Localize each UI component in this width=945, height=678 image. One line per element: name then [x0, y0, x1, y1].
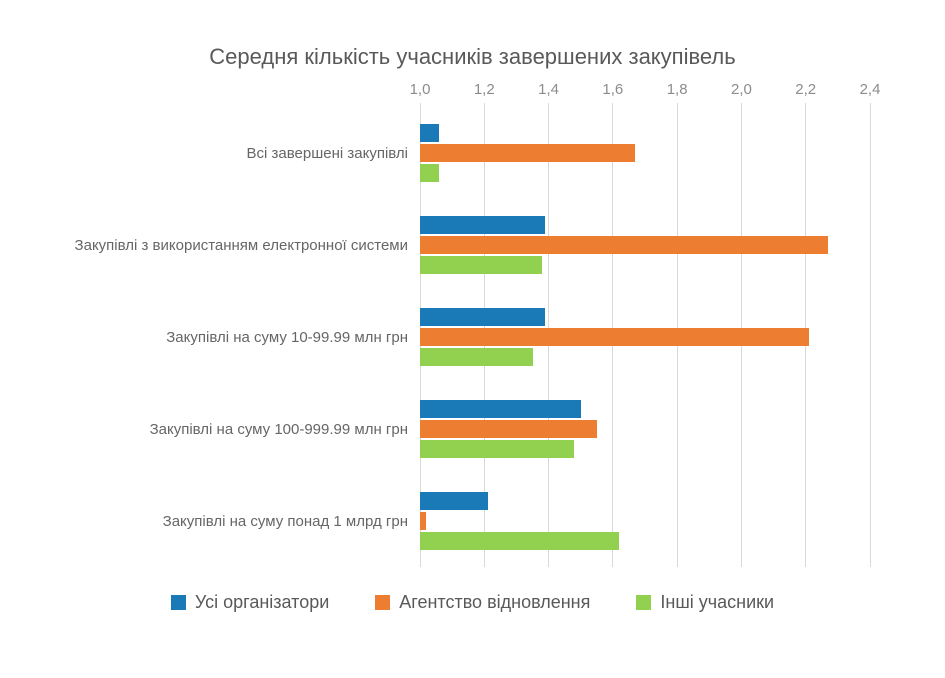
- category-label: Закупівлі на суму понад 1 млрд грн: [162, 512, 408, 530]
- x-axis-tick-label: 2,4: [859, 81, 881, 98]
- legend-item-all-organizers: Усі організатори: [170, 592, 330, 613]
- legend-label: Інші учасники: [660, 592, 775, 612]
- category-label: Закупівлі на суму 100-999.99 млн грн: [149, 420, 408, 438]
- bar-series-2-category-3: [420, 440, 575, 458]
- bar-series-1-category-2: [420, 328, 809, 346]
- legend: Усі організатори Агентство відновлення І…: [0, 592, 945, 613]
- legend-item-recovery-agency: Агентство відновлення: [375, 592, 590, 613]
- x-axis-tick-label: 2,2: [795, 81, 817, 98]
- bar-series-1-category-0: [420, 144, 636, 162]
- category-label: Всі завершені закупівлі: [246, 144, 408, 162]
- legend-swatch-blue: [170, 595, 186, 610]
- bar-series-2-category-2: [420, 348, 533, 366]
- bar-series-0-category-2: [420, 308, 546, 326]
- legend-swatch-orange: [375, 595, 391, 610]
- bar-series-2-category-1: [420, 256, 543, 274]
- legend-label: Агентство відновлення: [399, 592, 591, 612]
- bar-series-0-category-4: [420, 492, 488, 510]
- category-label: Закупівлі на суму 10-99.99 млн грн: [166, 328, 408, 346]
- legend-label: Усі організатори: [194, 592, 330, 612]
- x-axis-tick-label: 2,0: [730, 81, 752, 98]
- bar-series-1-category-3: [420, 420, 597, 438]
- bar-series-1-category-4: [420, 512, 427, 530]
- legend-item-other-participants: Інші учасники: [636, 592, 774, 613]
- x-axis-tick-label: 1,4: [538, 81, 559, 98]
- bar-series-0-category-3: [420, 400, 581, 418]
- x-axis-tick-label: 1,8: [666, 81, 688, 98]
- x-axis-tick-label: 1,0: [409, 81, 431, 98]
- chart-title: Середня кількість учасників завершених з…: [209, 44, 736, 69]
- legend-swatch-green: [636, 595, 652, 610]
- x-axis-tick-label: 1,2: [473, 81, 495, 98]
- bar-series-2-category-4: [420, 532, 620, 550]
- category-label: Закупівлі з використанням електронної си…: [74, 236, 408, 254]
- gridline: [869, 103, 871, 567]
- bar-series-0-category-0: [420, 124, 440, 142]
- bar-series-1-category-1: [420, 236, 829, 254]
- x-axis-tick-label: 1,6: [602, 81, 624, 98]
- bar-series-2-category-0: [420, 164, 440, 182]
- bar-series-0-category-1: [420, 216, 546, 234]
